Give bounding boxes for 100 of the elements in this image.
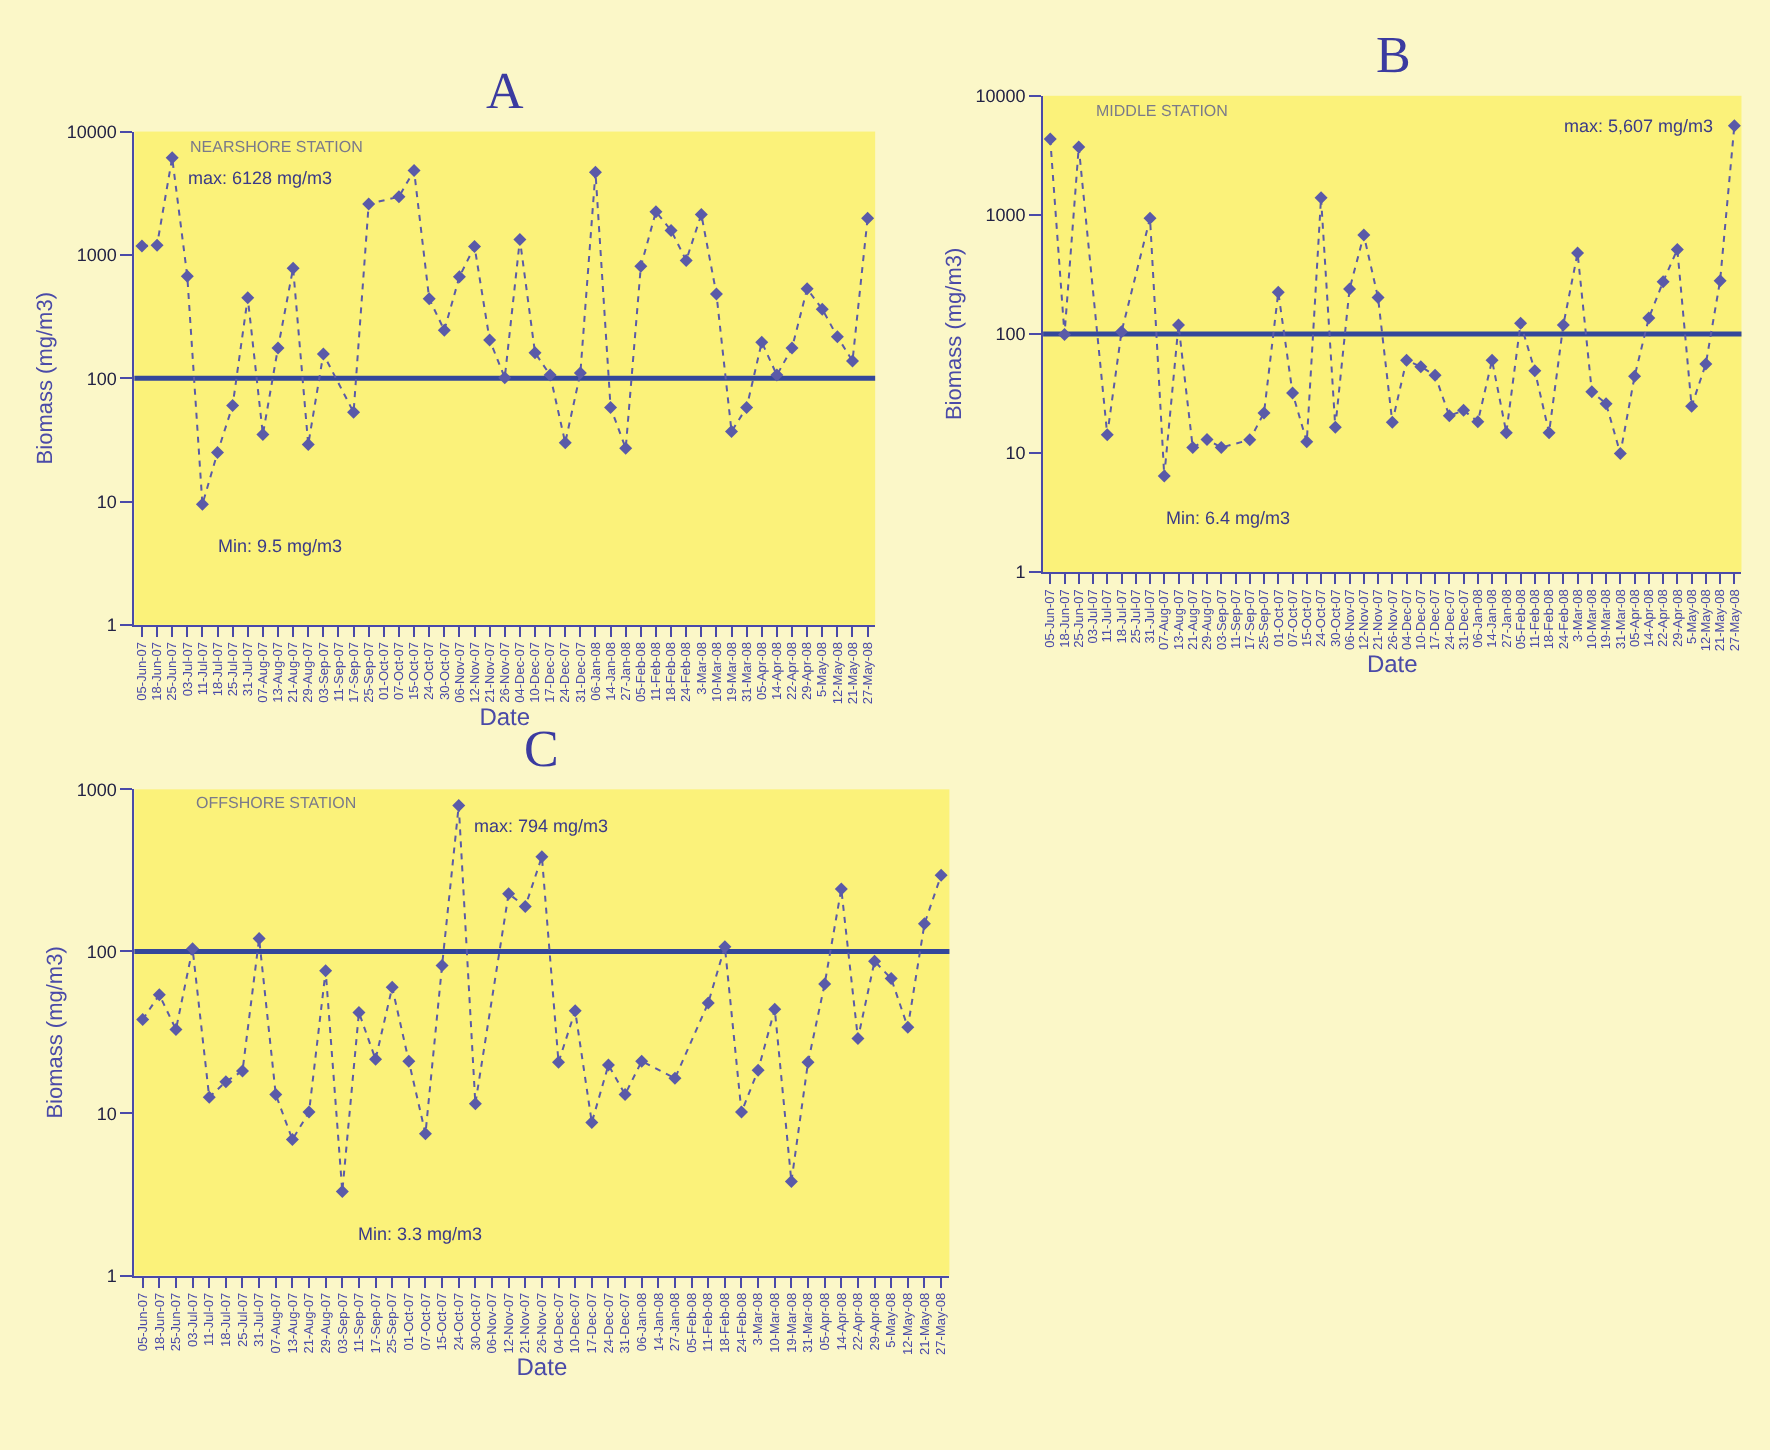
point bbox=[668, 1071, 682, 1085]
point bbox=[1300, 435, 1314, 449]
point bbox=[725, 424, 739, 438]
point bbox=[635, 1054, 649, 1068]
point bbox=[1157, 469, 1171, 483]
point bbox=[502, 887, 516, 901]
y-tick-label: 1 bbox=[106, 1265, 117, 1286]
point bbox=[1528, 364, 1542, 378]
x-axis-title: Date bbox=[516, 1353, 568, 1382]
point bbox=[1257, 406, 1271, 420]
point bbox=[694, 207, 708, 221]
point bbox=[1371, 291, 1385, 305]
point bbox=[1328, 420, 1342, 434]
annotation: max: 794 mg/m3 bbox=[474, 816, 609, 836]
point bbox=[1400, 353, 1414, 367]
point bbox=[664, 223, 678, 237]
point bbox=[418, 1127, 432, 1141]
point bbox=[568, 1004, 582, 1018]
point bbox=[755, 335, 769, 349]
point bbox=[588, 165, 602, 179]
point bbox=[861, 211, 875, 225]
point bbox=[319, 964, 333, 978]
point bbox=[195, 497, 209, 511]
point bbox=[1243, 433, 1257, 447]
point bbox=[202, 1090, 216, 1104]
point bbox=[1628, 369, 1642, 383]
point bbox=[169, 1022, 183, 1036]
point bbox=[768, 1002, 782, 1016]
point bbox=[136, 1013, 150, 1027]
point bbox=[901, 1020, 915, 1034]
point bbox=[241, 291, 255, 305]
point bbox=[834, 882, 848, 896]
point bbox=[1428, 368, 1442, 382]
point bbox=[1556, 318, 1570, 332]
point bbox=[165, 151, 179, 165]
y-axis-title: Biomass (mg/m3) bbox=[44, 946, 69, 1119]
point bbox=[800, 282, 814, 296]
point bbox=[301, 438, 315, 452]
point bbox=[830, 330, 844, 344]
point bbox=[701, 996, 715, 1010]
y-tick-label: 10 bbox=[1005, 443, 1026, 464]
point bbox=[1314, 191, 1328, 205]
point bbox=[362, 197, 376, 211]
point bbox=[1143, 211, 1157, 225]
point bbox=[219, 1075, 233, 1089]
point bbox=[150, 238, 164, 252]
point bbox=[468, 239, 482, 253]
point bbox=[269, 1087, 283, 1101]
annotation: max: 6128 mg/m3 bbox=[188, 168, 333, 188]
point bbox=[1442, 409, 1456, 423]
point bbox=[934, 868, 948, 882]
chart-subtitle: NEARSHORE STATION bbox=[190, 138, 364, 156]
point bbox=[740, 400, 754, 414]
y-tick-label: 10 bbox=[96, 1103, 117, 1124]
point bbox=[285, 1133, 299, 1147]
y-tick-label: 1 bbox=[1015, 562, 1026, 583]
point bbox=[235, 1064, 249, 1078]
y-axis-title: Biomass (mg/m3) bbox=[34, 292, 59, 465]
point bbox=[316, 347, 330, 361]
point bbox=[770, 368, 784, 382]
point bbox=[1058, 327, 1071, 341]
y-axis-title: Biomass (mg/m3) bbox=[942, 247, 967, 421]
point bbox=[452, 270, 466, 284]
point bbox=[286, 261, 300, 275]
point bbox=[1514, 316, 1528, 330]
point bbox=[634, 259, 648, 273]
point bbox=[528, 346, 542, 360]
point bbox=[498, 371, 512, 385]
point bbox=[618, 1087, 632, 1101]
point bbox=[785, 341, 799, 355]
point bbox=[1713, 274, 1727, 288]
point bbox=[1286, 386, 1300, 400]
annotation: max: 5,607 mg/m3 bbox=[1564, 116, 1714, 136]
point bbox=[1457, 403, 1471, 417]
point bbox=[452, 799, 466, 813]
point bbox=[1343, 282, 1357, 296]
chart-subtitle: OFFSHORE STATION bbox=[196, 794, 357, 812]
point bbox=[573, 366, 587, 380]
point bbox=[552, 1055, 566, 1069]
point bbox=[1043, 132, 1057, 146]
point bbox=[302, 1105, 316, 1119]
point bbox=[211, 445, 225, 459]
point bbox=[1542, 426, 1556, 440]
point bbox=[1100, 428, 1114, 442]
point bbox=[483, 333, 497, 347]
point bbox=[402, 1054, 416, 1068]
y-tick-label: 1000 bbox=[76, 245, 117, 266]
point bbox=[543, 368, 557, 382]
point bbox=[751, 1063, 765, 1077]
point bbox=[369, 1052, 383, 1066]
point bbox=[585, 1115, 599, 1129]
y-tick-label: 10000 bbox=[975, 86, 1026, 107]
point bbox=[718, 940, 732, 954]
point bbox=[1571, 246, 1585, 260]
y-tick-label: 100 bbox=[995, 324, 1026, 345]
point bbox=[619, 441, 633, 455]
point bbox=[1642, 311, 1656, 325]
point bbox=[604, 400, 618, 414]
point bbox=[1599, 397, 1613, 411]
y-tick-label: 100 bbox=[86, 941, 117, 962]
